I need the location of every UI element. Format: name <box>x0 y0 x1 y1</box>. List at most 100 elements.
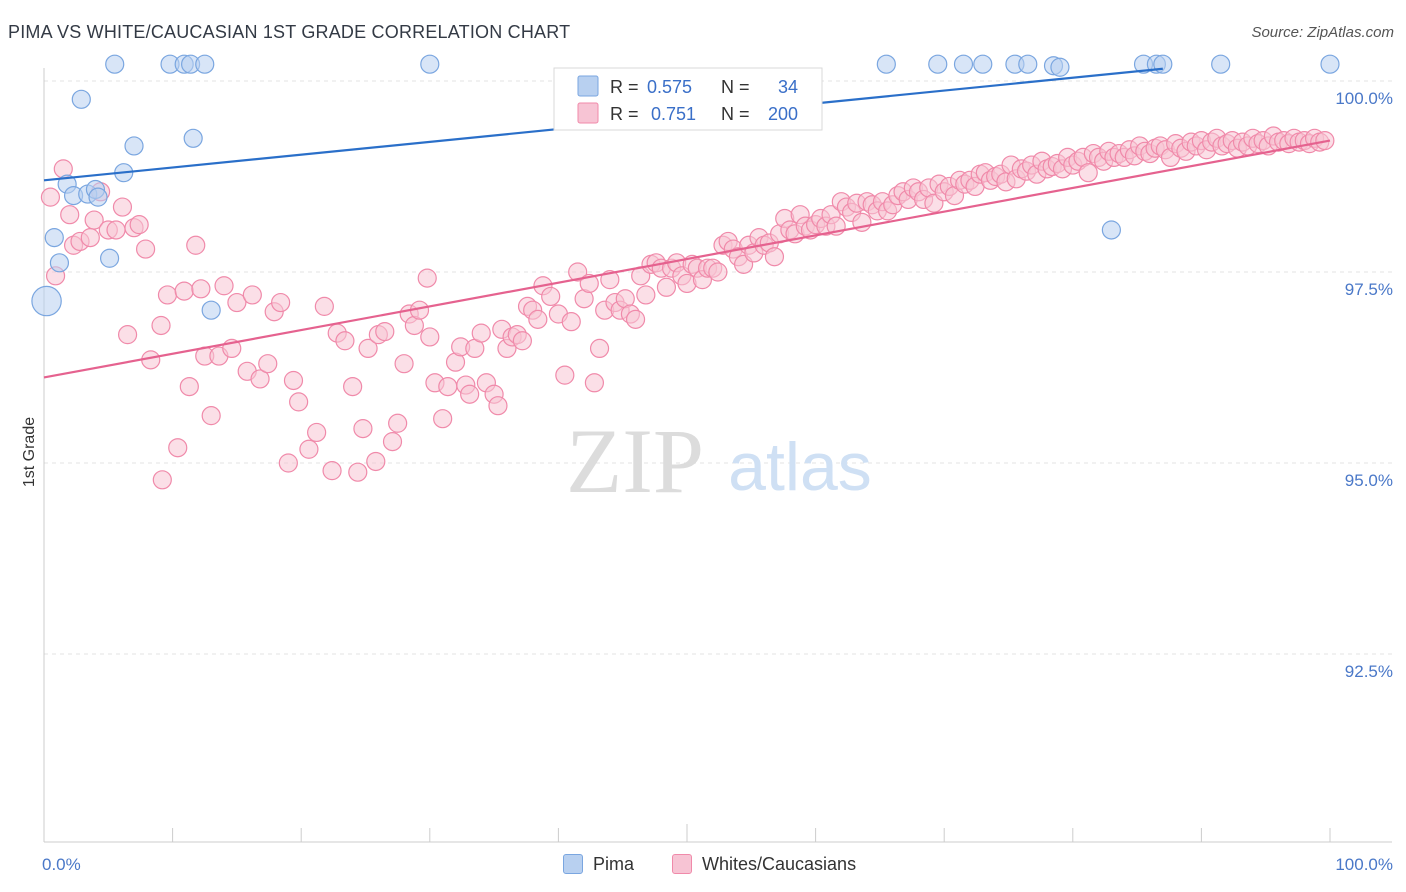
watermark-atlas: atlas <box>728 429 872 505</box>
point-whites <box>348 462 368 482</box>
point-whites <box>278 453 298 473</box>
x-tick-label-max: 100.0% <box>1335 855 1393 874</box>
x-axis-ticks <box>43 824 1331 842</box>
point-whites <box>471 323 491 343</box>
point-pima <box>973 54 993 74</box>
bottom-legend-pima: Pima <box>563 851 634 877</box>
legend: R = 0.575 N = 34 R = 0.751 N = 200 <box>553 67 823 131</box>
point-whites <box>250 369 270 389</box>
point-pima <box>183 128 203 148</box>
point-whites <box>201 406 221 426</box>
point-whites <box>135 239 156 259</box>
x-tick-label-min: 0.0% <box>42 855 81 874</box>
point-pima <box>71 89 91 109</box>
point-whites <box>289 392 309 412</box>
bottom-legend-label-whites: Whites/Caucasians <box>702 853 857 874</box>
point-whites <box>322 461 342 481</box>
legend-swatch-whites <box>577 102 599 124</box>
point-pima <box>1320 54 1340 74</box>
point-whites <box>438 377 458 397</box>
point-whites <box>541 286 561 307</box>
point-whites <box>227 292 247 313</box>
point-whites <box>394 354 414 374</box>
point-whites <box>106 220 126 240</box>
point-whites <box>528 309 548 329</box>
point-whites <box>60 205 80 225</box>
series-pima-points <box>31 54 1340 320</box>
point-pima <box>876 54 896 74</box>
point-pima <box>99 248 120 268</box>
point-whites <box>366 451 386 472</box>
series-whites-points <box>40 126 1335 490</box>
point-whites <box>388 413 408 433</box>
legend-n-value-pima: 34 <box>778 77 798 97</box>
point-whites <box>1078 163 1098 183</box>
legend-swatch-pima <box>577 75 599 97</box>
point-whites <box>382 432 403 452</box>
point-whites <box>568 262 588 282</box>
point-whites <box>174 281 194 301</box>
point-whites <box>561 312 581 332</box>
point-pima <box>1018 54 1038 74</box>
point-whites <box>168 438 188 458</box>
legend-n-label-pima: N = <box>721 77 750 97</box>
point-whites <box>242 285 262 305</box>
watermark: ZIP atlas <box>566 410 872 512</box>
y-axis-tick-labels: 100.0% 97.5% 95.0% 92.5% <box>1335 89 1393 681</box>
gridlines <box>43 68 1392 843</box>
point-pima <box>124 136 144 156</box>
point-whites <box>636 285 656 305</box>
legend-r-label-pima: R = <box>610 77 639 97</box>
point-whites <box>433 409 453 429</box>
point-whites <box>299 439 319 459</box>
y-tick-label: 95.0% <box>1345 471 1393 490</box>
point-pima <box>420 54 440 74</box>
point-whites <box>191 279 211 299</box>
point-whites <box>512 331 532 351</box>
point-whites <box>258 354 278 374</box>
point-whites <box>186 235 206 255</box>
watermark-zip: ZIP <box>566 410 704 512</box>
point-whites <box>84 210 104 230</box>
point-whites <box>151 315 171 336</box>
bottom-legend-swatch-pima <box>563 854 583 874</box>
y-tick-label: 97.5% <box>1345 280 1393 299</box>
point-whites <box>112 197 133 217</box>
point-pima <box>1050 57 1070 77</box>
point-pima <box>201 300 221 320</box>
point-whites <box>358 338 378 358</box>
source-credit: Source: ZipAtlas.com <box>1251 24 1394 41</box>
point-whites <box>420 327 440 347</box>
point-whites <box>488 396 508 416</box>
point-pima <box>31 285 62 317</box>
point-whites <box>271 292 291 313</box>
point-whites <box>314 296 334 316</box>
chart-title: PIMA VS WHITE/CAUCASIAN 1ST GRADE CORREL… <box>8 22 571 42</box>
point-pima <box>928 54 948 74</box>
legend-r-value-whites: 0.751 <box>651 104 696 124</box>
point-whites <box>129 215 149 235</box>
point-whites <box>375 321 395 342</box>
point-whites <box>214 276 234 296</box>
legend-box <box>553 67 823 131</box>
legend-n-value-whites: 200 <box>768 104 798 124</box>
point-whites <box>40 187 61 207</box>
legend-r-value-pima: 0.575 <box>647 77 692 97</box>
legend-n-label-whites: N = <box>721 104 750 124</box>
point-whites <box>764 247 785 267</box>
point-pima <box>953 54 974 74</box>
point-whites <box>80 228 100 248</box>
point-pima <box>44 228 64 248</box>
point-whites <box>589 338 610 358</box>
point-whites <box>417 268 437 288</box>
point-whites <box>460 384 480 404</box>
trend-line-whites <box>43 139 1331 379</box>
point-whites <box>117 325 138 345</box>
point-pima <box>49 253 70 273</box>
point-pima <box>1211 54 1231 74</box>
point-pima <box>88 187 108 207</box>
point-whites <box>353 419 373 439</box>
bottom-legend-whites: Whites/Caucasians <box>672 851 856 877</box>
point-whites <box>283 370 304 391</box>
